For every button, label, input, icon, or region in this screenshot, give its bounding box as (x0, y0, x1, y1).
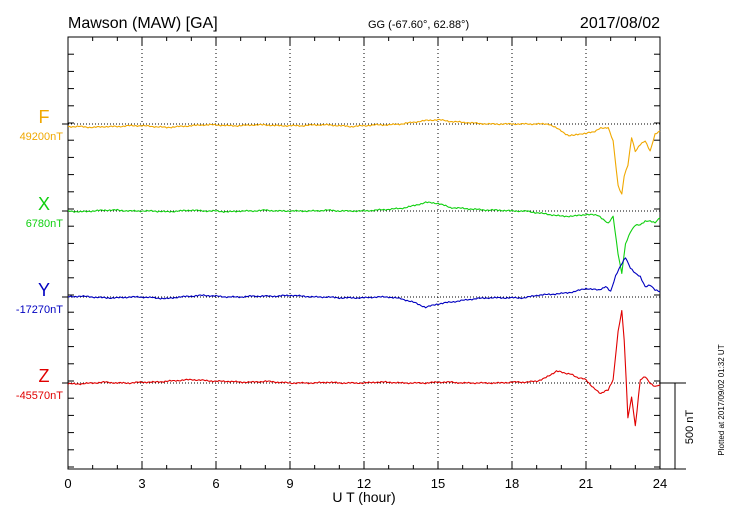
y-series-line (68, 257, 661, 309)
x-tick-label-12: 12 (357, 476, 371, 491)
x-series-line (67, 201, 661, 274)
series-labels: F 49200nT X 6780nT Y -17270nT Z -45570nT (16, 107, 63, 402)
y-baseline-value: -17270nT (16, 304, 63, 316)
z-baseline-value: -45570nT (16, 390, 63, 402)
series-lines (67, 118, 661, 427)
z-series-line (67, 309, 661, 427)
x-tick-labels: 0 3 6 9 12 15 18 21 24 (64, 476, 667, 491)
x-tick-label-3: 3 (138, 476, 145, 491)
scale-bar: 500 nT (660, 382, 696, 470)
scale-bar-label: 500 nT (684, 410, 696, 445)
coordinates-label: GG (-67.60°, 62.88°) (368, 19, 469, 31)
x-tick-label-9: 9 (286, 476, 293, 491)
axis-ticks (67, 37, 661, 469)
x-baseline-value: 6780nT (26, 218, 64, 230)
f-baseline-value: 49200nT (20, 131, 64, 143)
f-series-line (67, 118, 661, 195)
vertical-grid (141, 37, 587, 469)
station-title: Mawson (MAW) [GA] (68, 15, 218, 32)
x-axis-label: U T (hour) (332, 489, 395, 505)
x-tick-label-15: 15 (431, 476, 445, 491)
x-tick-label-18: 18 (505, 476, 519, 491)
date-label: 2017/08/02 (580, 15, 660, 32)
x-tick-label-21: 21 (579, 476, 593, 491)
series-baselines (62, 123, 660, 384)
x-tick-label-24: 24 (653, 476, 667, 491)
x-tick-label-6: 6 (212, 476, 219, 491)
plotted-timestamp: Plotted at 2017/09/02 01:32 UT (717, 344, 726, 455)
x-series-name: X (38, 194, 50, 214)
z-series-name: Z (39, 366, 50, 386)
x-tick-label-0: 0 (64, 476, 71, 491)
y-series-name: Y (38, 280, 50, 300)
f-series-name: F (39, 107, 50, 127)
